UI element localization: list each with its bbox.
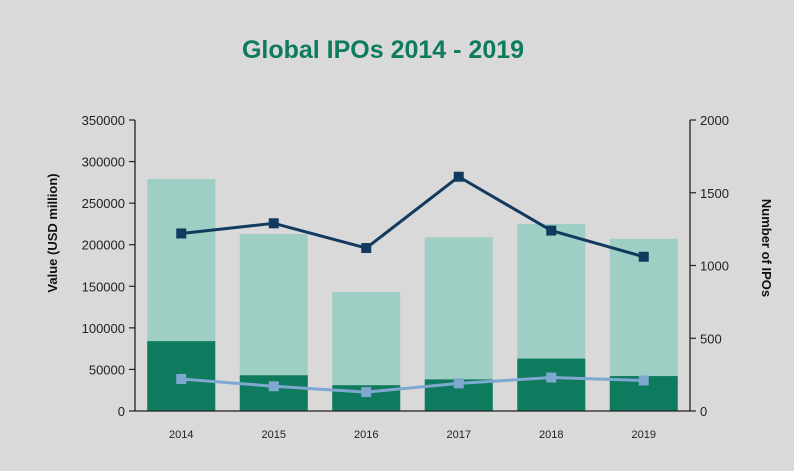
- y-left-tick-label: 0: [118, 404, 125, 419]
- y-left-tick-label: 50000: [89, 362, 125, 377]
- y-left-tick-label: 250000: [82, 196, 125, 211]
- point-s3-2018: [546, 372, 557, 383]
- point-s3-2019: [638, 375, 649, 386]
- point-s2-2017: [453, 171, 464, 182]
- x-tick-label-2019: 2019: [632, 429, 656, 441]
- point-s2-2016: [361, 243, 372, 254]
- point-s2-2018: [546, 225, 557, 236]
- y-left-tick-label: 350000: [82, 113, 125, 128]
- line-series-3: [181, 376, 644, 394]
- y-left-tick-label: 300000: [82, 155, 125, 170]
- y-left-tick-label: 200000: [82, 238, 125, 253]
- point-s3-2017: [453, 378, 464, 389]
- line-series-2: [181, 175, 645, 259]
- x-tick-label-2017: 2017: [447, 429, 471, 441]
- axes-layer: 0 50000 100000 150000 200000 250000 300000 3500…: [82, 113, 729, 441]
- y-left-tick-label: 150000: [82, 279, 125, 294]
- bar-s1-2015: [239, 375, 308, 411]
- y-right-tick-label: 500: [700, 331, 722, 346]
- x-tick-label-2018: 2018: [539, 429, 563, 441]
- y-right-tick-label: 1500: [700, 186, 729, 201]
- point-s3-2015: [268, 381, 279, 392]
- bar-s1-2018: [517, 358, 586, 411]
- y-left-label: Value (USD million): [45, 173, 60, 292]
- chart-title: Global IPOs 2014 - 2019: [242, 36, 524, 64]
- x-tick-label-2015: 2015: [262, 429, 286, 441]
- point-s3-2014: [176, 373, 187, 384]
- y-right-tick-label: 2000: [700, 113, 729, 128]
- y-right-tick-label: 1000: [700, 259, 729, 274]
- y-left-tick-label: 100000: [82, 321, 125, 336]
- point-s3-2016: [361, 387, 372, 398]
- point-s2-2019: [638, 251, 649, 262]
- point-s2-2014: [176, 228, 187, 239]
- point-s2-2015: [268, 218, 279, 229]
- x-tick-label-2016: 2016: [354, 429, 378, 441]
- y-right-label: Number of IPOs: [759, 199, 774, 297]
- x-tick-label-2014: 2014: [169, 429, 193, 441]
- y-right-tick-label: 0: [700, 404, 707, 419]
- lines-layer: [176, 171, 649, 398]
